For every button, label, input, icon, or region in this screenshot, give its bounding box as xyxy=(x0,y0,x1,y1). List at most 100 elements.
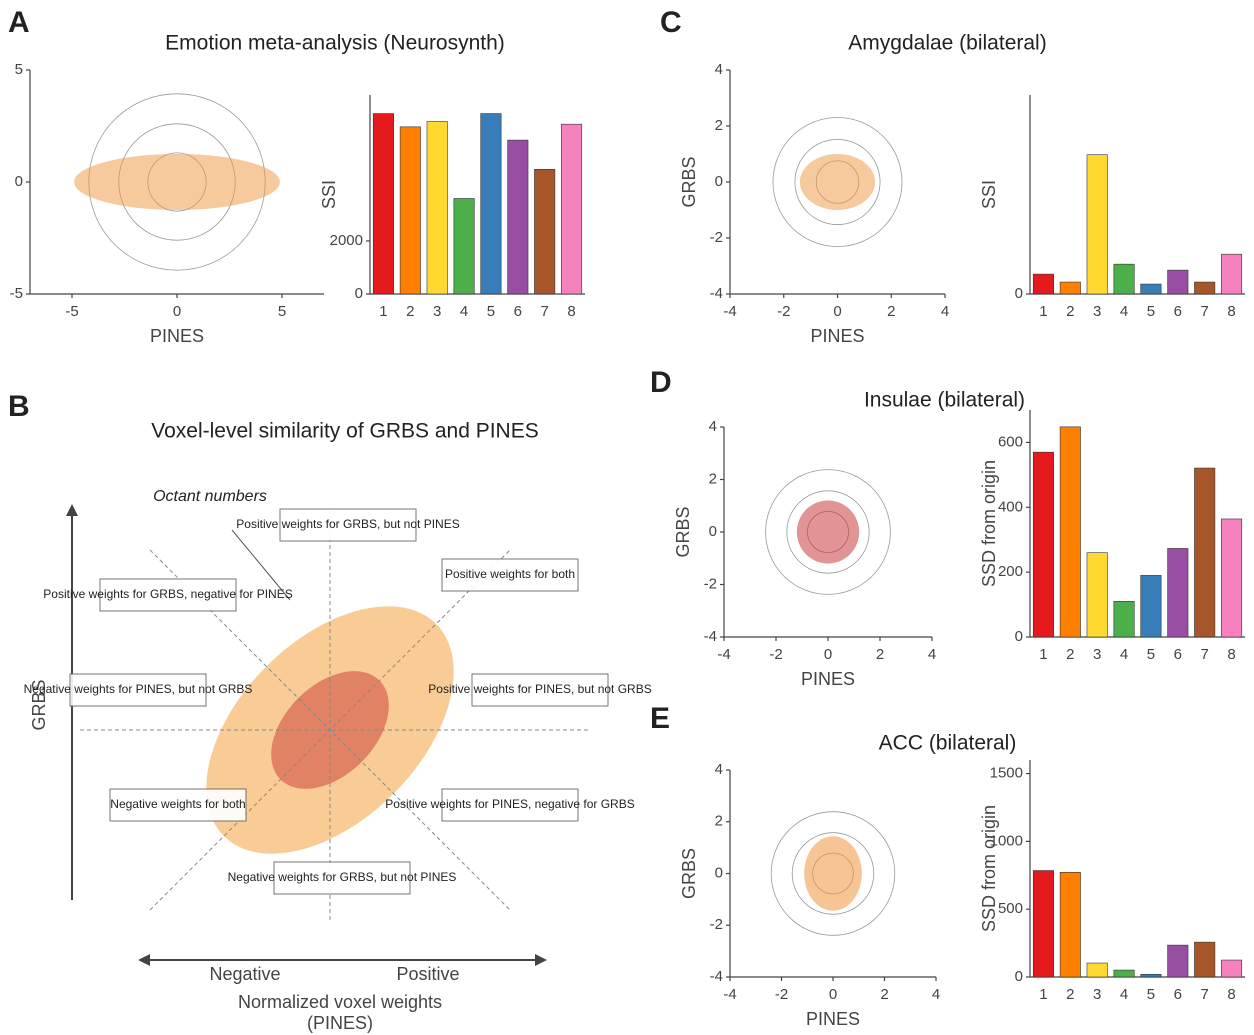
bar xyxy=(1060,282,1080,294)
negative-label: Negative xyxy=(209,964,280,984)
bar xyxy=(1141,284,1161,294)
bar xyxy=(400,127,420,294)
chart-title: ACC (bilateral) xyxy=(879,732,1017,755)
x-axis-label: PINES xyxy=(810,326,864,346)
y-tick-label: 200 xyxy=(998,563,1023,580)
y-tick-label: -4 xyxy=(704,628,717,645)
bar xyxy=(454,198,474,294)
x-tick-label: -2 xyxy=(769,646,782,663)
x-tick-label: 2 xyxy=(1066,303,1074,320)
x-axis-label: PINES xyxy=(806,1009,860,1029)
x-tick-label: 4 xyxy=(928,646,936,663)
x-axis-label: Normalized voxel weights xyxy=(238,992,442,1012)
chart-title: Emotion meta-analysis (Neurosynth) xyxy=(165,32,505,55)
bar xyxy=(427,122,447,294)
x-tick-label: 4 xyxy=(1120,303,1128,320)
x-tick-label: 8 xyxy=(1227,986,1235,1003)
figure: A B C D E Voxel-level similarity of GRBS… xyxy=(0,0,1254,1035)
bar xyxy=(1033,274,1053,294)
x-tick-label: 5 xyxy=(487,303,495,320)
chart-title: Amygdalae (bilateral) xyxy=(848,32,1046,55)
y-tick-label: 0 xyxy=(715,864,723,881)
y-axis-label: SSI xyxy=(979,180,999,209)
bar xyxy=(373,114,393,294)
x-tick-label: 6 xyxy=(1174,986,1182,1003)
y-tick-label: 2000 xyxy=(330,232,363,249)
y-tick-label: 500 xyxy=(998,900,1023,917)
panel-label: B xyxy=(8,390,30,423)
bar xyxy=(1087,155,1107,294)
bar xyxy=(1221,254,1241,294)
x-tick-label: 4 xyxy=(941,303,949,320)
bar xyxy=(561,124,581,294)
x-tick-label: 1 xyxy=(1039,303,1047,320)
y-axis-label: GRBS xyxy=(679,848,699,899)
y-axis-label: GRBS xyxy=(679,156,699,207)
octant-label: Positive weights for PINES, negative for… xyxy=(385,797,634,811)
y-tick-label: 0 xyxy=(15,173,23,190)
x-tick-label: 0 xyxy=(829,986,837,1003)
x-tick-label: 4 xyxy=(460,303,468,320)
bar xyxy=(1168,945,1188,977)
y-tick-label: 5 xyxy=(15,61,23,78)
octant-label: Positive weights for PINES, but not GRBS xyxy=(428,682,651,696)
bar xyxy=(1194,468,1214,637)
x-tick-label: 4 xyxy=(932,986,940,1003)
x-tick-label: 2 xyxy=(406,303,414,320)
y-tick-label: 2 xyxy=(715,813,723,830)
panel-label: C xyxy=(660,6,682,39)
bar xyxy=(1221,519,1241,637)
x-tick-label: 2 xyxy=(1066,646,1074,663)
y-axis-label: SSD from origin xyxy=(979,460,999,587)
octant-label: Negative weights for GRBS, but not PINES xyxy=(228,870,457,884)
x-tick-label: -5 xyxy=(65,303,78,320)
x-tick-label: 5 xyxy=(1147,986,1155,1003)
x-tick-label: 3 xyxy=(433,303,441,320)
bar xyxy=(1114,264,1134,294)
x-tick-label: 0 xyxy=(833,303,841,320)
arrowhead xyxy=(535,954,547,966)
x-tick-label: 3 xyxy=(1093,646,1101,663)
bar xyxy=(481,114,501,294)
x-tick-label: 0 xyxy=(173,303,181,320)
x-tick-label: 6 xyxy=(1174,646,1182,663)
x-tick-label: 5 xyxy=(1147,303,1155,320)
x-tick-label: 8 xyxy=(1227,303,1235,320)
x-tick-label: 5 xyxy=(278,303,286,320)
arrowhead xyxy=(66,504,78,516)
bar xyxy=(1168,548,1188,637)
bar xyxy=(1060,872,1080,977)
x-axis-sub: (PINES) xyxy=(307,1013,373,1033)
y-tick-label: 0 xyxy=(1015,968,1023,985)
y-tick-label: -4 xyxy=(710,968,723,985)
octant-note: Octant numbers xyxy=(153,488,267,505)
bar xyxy=(1033,871,1053,977)
x-tick-label: 7 xyxy=(1201,646,1209,663)
bar xyxy=(1087,963,1107,977)
bar xyxy=(1033,452,1053,637)
y-tick-label: 0 xyxy=(709,523,717,540)
bar xyxy=(1221,960,1241,977)
x-axis-label: PINES xyxy=(801,669,855,689)
chart-title: Insulae (bilateral) xyxy=(864,389,1025,412)
y-tick-label: 0 xyxy=(715,173,723,190)
octant-label: Negative weights for both xyxy=(110,797,245,811)
voxel-cloud xyxy=(74,154,280,210)
y-tick-label: 0 xyxy=(1015,628,1023,645)
x-tick-label: 2 xyxy=(880,986,888,1003)
voxel-cloud xyxy=(804,836,862,911)
x-tick-label: 2 xyxy=(887,303,895,320)
x-tick-label: 8 xyxy=(567,303,575,320)
y-tick-label: -2 xyxy=(710,916,723,933)
bar xyxy=(1060,427,1080,637)
x-tick-label: -4 xyxy=(717,646,730,663)
x-tick-label: 5 xyxy=(1147,646,1155,663)
y-axis-label: SSI xyxy=(319,180,339,209)
bar xyxy=(1087,553,1107,637)
x-tick-label: 2 xyxy=(876,646,884,663)
x-tick-label: 0 xyxy=(824,646,832,663)
y-tick-label: 0 xyxy=(1015,285,1023,302)
bar xyxy=(1141,575,1161,637)
x-tick-label: 6 xyxy=(1174,303,1182,320)
y-tick-label: 4 xyxy=(715,61,723,78)
